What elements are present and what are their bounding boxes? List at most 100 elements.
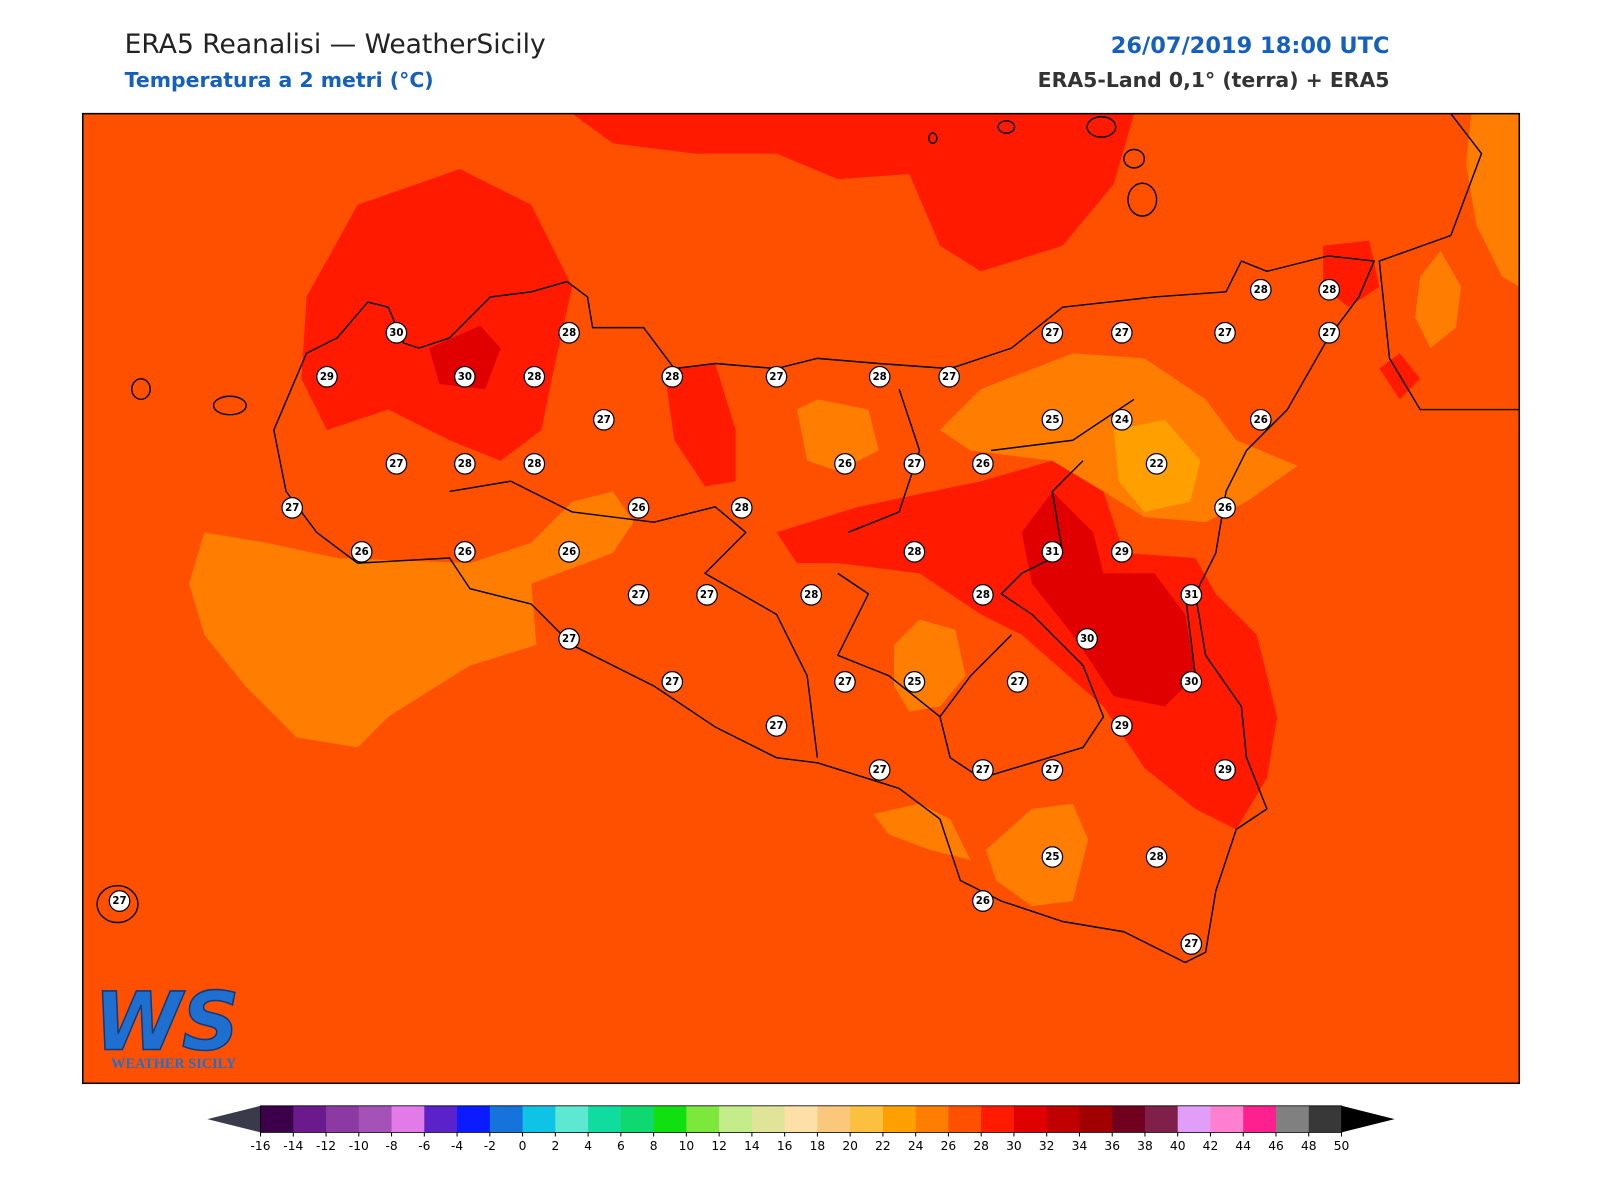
colorbar-segment bbox=[424, 1105, 458, 1133]
station-marker bbox=[1180, 933, 1203, 955]
colorbar-tick-label: 6 bbox=[617, 1139, 625, 1153]
station-marker bbox=[1214, 496, 1236, 519]
station-marker bbox=[558, 628, 580, 650]
colorbar-tick-label: 34 bbox=[1072, 1139, 1088, 1153]
colorbar-segment bbox=[1013, 1105, 1048, 1133]
station: 26 bbox=[972, 890, 994, 912]
station-value: 27 bbox=[1011, 677, 1025, 688]
station-value: 27 bbox=[976, 765, 990, 776]
station: 28 bbox=[1249, 278, 1272, 301]
field-warm bbox=[664, 363, 736, 487]
station-marker bbox=[454, 452, 476, 475]
colorbar-segment bbox=[260, 1105, 294, 1133]
station-value: 27 bbox=[873, 765, 887, 776]
station: 30 bbox=[1076, 628, 1098, 650]
province-borders bbox=[449, 388, 1197, 779]
station: 31 bbox=[1041, 541, 1064, 563]
station: 25 bbox=[1041, 408, 1064, 431]
station: 27 bbox=[1006, 671, 1029, 693]
station-value: 27 bbox=[1115, 328, 1129, 339]
colorbar-segment bbox=[784, 1105, 818, 1133]
station-value: 25 bbox=[1045, 852, 1059, 863]
station: 28 bbox=[1318, 278, 1341, 301]
colorbar-segment bbox=[1308, 1105, 1343, 1133]
station: 30 bbox=[454, 365, 476, 388]
colorbar-segment bbox=[489, 1105, 524, 1133]
logo-mark: WS bbox=[94, 975, 239, 1068]
station: 28 bbox=[523, 365, 546, 388]
station: 28 bbox=[661, 365, 684, 388]
station-marker bbox=[903, 671, 926, 693]
station-marker bbox=[1318, 321, 1341, 344]
field-warm bbox=[301, 168, 573, 461]
colorbar-tick-label: 36 bbox=[1104, 1139, 1120, 1153]
colorbar-segment bbox=[620, 1105, 655, 1133]
colorbar-tick-label: 10 bbox=[679, 1139, 695, 1153]
station-value: 29 bbox=[1218, 765, 1232, 776]
station-value: 27 bbox=[907, 459, 921, 470]
colorbar-tick-label: -16 bbox=[251, 1139, 271, 1153]
station-value: 28 bbox=[873, 372, 887, 383]
station: 27 bbox=[661, 671, 684, 693]
station: 27 bbox=[1111, 321, 1133, 344]
station-value: 26 bbox=[838, 459, 852, 470]
station: 28 bbox=[454, 452, 476, 475]
station-value: 26 bbox=[976, 896, 990, 907]
calabria-coast bbox=[1378, 113, 1520, 411]
station-value: 27 bbox=[769, 721, 783, 732]
station: 26 bbox=[350, 541, 373, 563]
station-value: 26 bbox=[631, 503, 645, 514]
field-mild bbox=[796, 399, 879, 471]
colorbar-segment bbox=[293, 1105, 327, 1133]
station: 27 bbox=[1214, 321, 1236, 344]
station-marker bbox=[834, 671, 856, 693]
station-value: 29 bbox=[1115, 721, 1129, 732]
colorbar-tick-label: -8 bbox=[385, 1139, 397, 1153]
colorbar-tick-label: 46 bbox=[1268, 1139, 1284, 1153]
stations: 30 28 29 30 28 27 28 27 28 27 27 27 27 27 28 28 25 24 26 27… bbox=[108, 278, 1341, 955]
station: 28 bbox=[868, 365, 891, 388]
colorbar-under bbox=[207, 1105, 261, 1133]
station-marker bbox=[834, 452, 856, 475]
source: ERA5-Land 0,1° (terra) + ERA5 bbox=[1038, 68, 1390, 92]
station: 29 bbox=[1111, 715, 1133, 737]
station: 27 bbox=[834, 671, 856, 693]
colorbar-tick-label: 8 bbox=[650, 1139, 658, 1153]
station: 28 bbox=[523, 452, 546, 475]
station: 27 bbox=[868, 759, 891, 781]
colorbar-segment bbox=[1275, 1105, 1310, 1133]
station-marker bbox=[1214, 759, 1236, 781]
colorbar-segment bbox=[555, 1105, 589, 1133]
station: 25 bbox=[1041, 846, 1064, 868]
field-hot bbox=[429, 325, 501, 390]
station: 28 bbox=[730, 496, 753, 519]
station-value: 31 bbox=[1045, 547, 1059, 558]
station: 27 bbox=[938, 365, 960, 388]
station-marker bbox=[696, 584, 718, 606]
station-value: 27 bbox=[112, 896, 126, 907]
station-marker bbox=[903, 541, 926, 563]
station-marker bbox=[938, 365, 960, 388]
colorbar-segment bbox=[1177, 1105, 1211, 1133]
colorbar-tick-label: -4 bbox=[451, 1139, 463, 1153]
colorbar-tick-label: 28 bbox=[973, 1139, 989, 1153]
station-marker bbox=[1041, 759, 1064, 781]
station-marker bbox=[1041, 541, 1064, 563]
colorbar-segment bbox=[817, 1105, 851, 1133]
colorbar-segment bbox=[1243, 1105, 1277, 1133]
station: 29 bbox=[1214, 759, 1236, 781]
station: 26 bbox=[834, 452, 856, 475]
colorbar-tick-label: 16 bbox=[777, 1139, 793, 1153]
station-value: 27 bbox=[1218, 328, 1232, 339]
station: 27 bbox=[696, 584, 718, 606]
station: 27 bbox=[972, 759, 994, 781]
station: 27 bbox=[1180, 933, 1203, 955]
station: 30 bbox=[1180, 671, 1203, 693]
colorbar-tick-label: -6 bbox=[418, 1139, 430, 1153]
station-marker bbox=[1076, 628, 1098, 650]
island bbox=[1086, 116, 1117, 138]
island bbox=[997, 120, 1016, 134]
station: 27 bbox=[765, 715, 788, 737]
station: 29 bbox=[316, 365, 338, 388]
